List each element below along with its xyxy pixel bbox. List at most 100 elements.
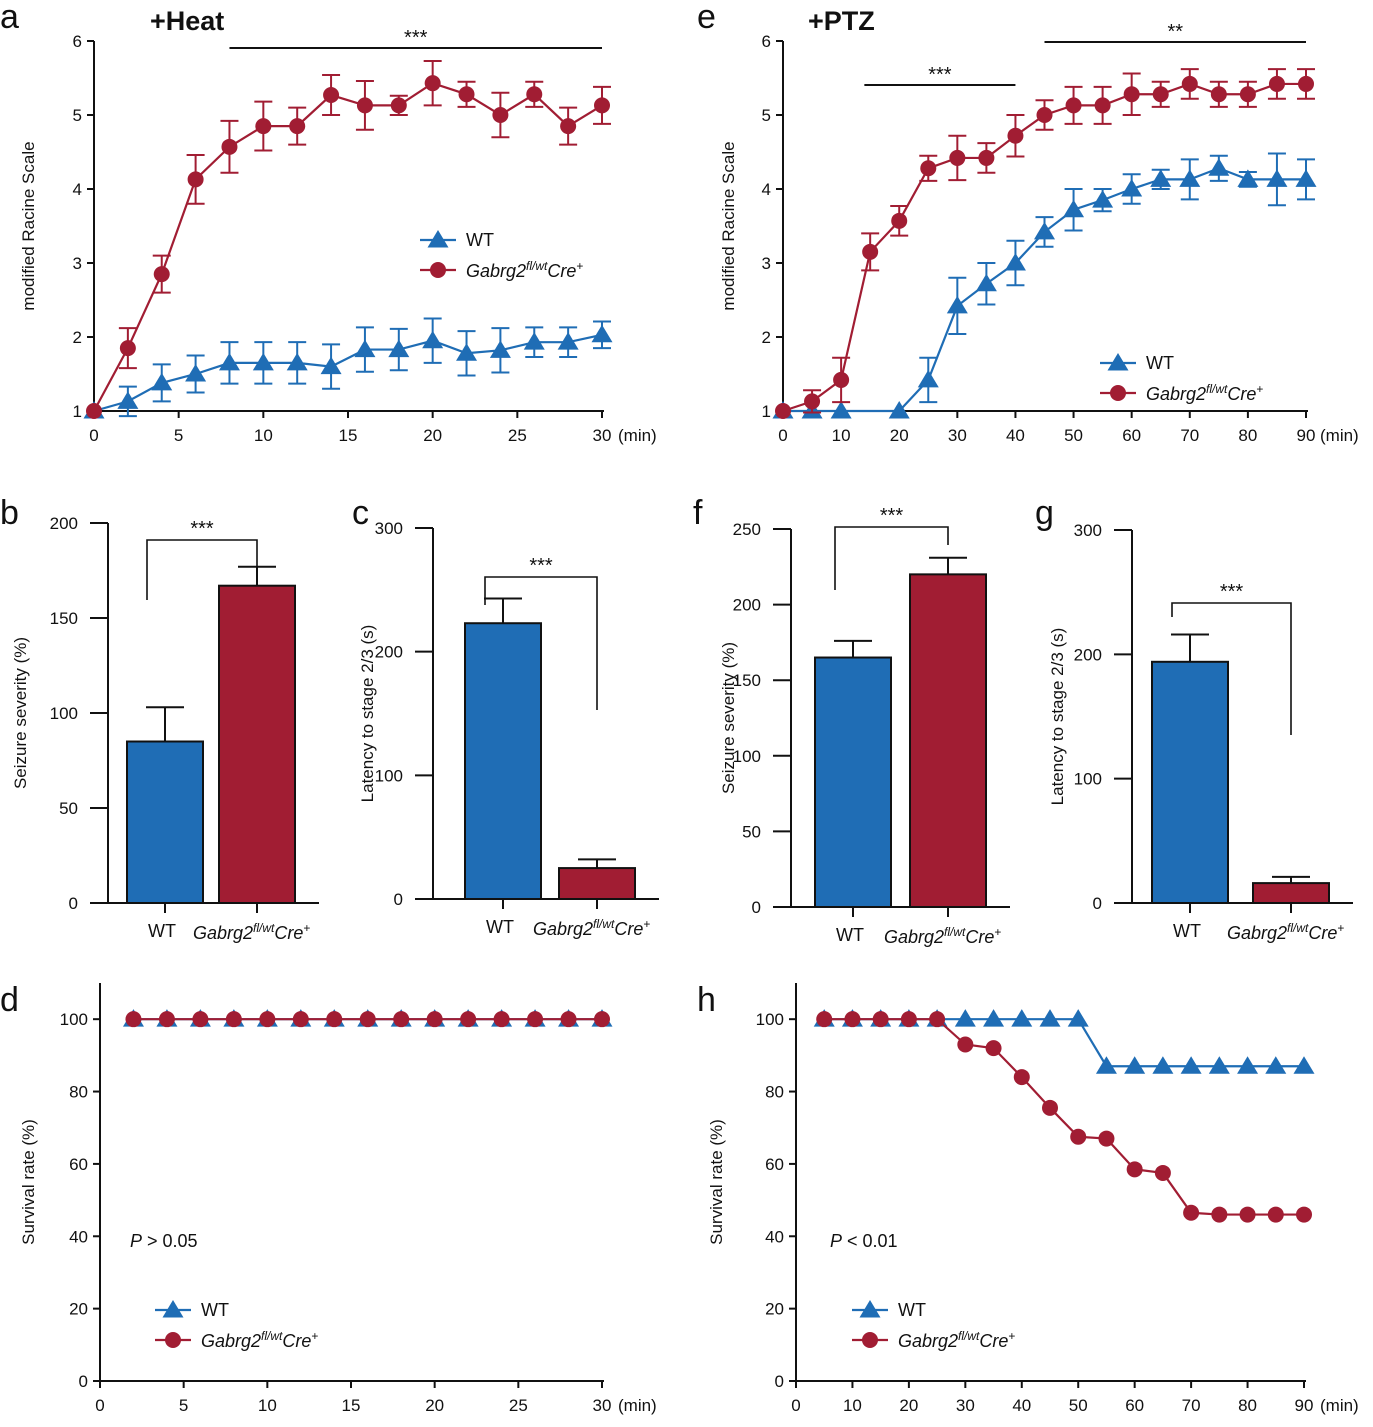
mut-point <box>526 86 543 103</box>
panel-letter: h <box>697 981 716 1019</box>
y-tick-label: 20 <box>765 1300 784 1319</box>
y-tick-label: 80 <box>765 1083 784 1102</box>
mut-point <box>1296 1206 1312 1223</box>
mut-point <box>1123 86 1140 103</box>
wt-point <box>1034 221 1055 240</box>
legend-mut-marker <box>1110 385 1126 401</box>
mut-point <box>424 75 441 92</box>
y-tick-label: 0 <box>69 894 78 913</box>
y-tick-label: 0 <box>775 1372 784 1391</box>
y-tick-label: 100 <box>375 766 403 785</box>
wt-bar <box>1151 660 1229 904</box>
wt-point <box>830 401 852 419</box>
mut-bar <box>1252 882 1330 905</box>
x-tick-label: 90 <box>1295 1396 1314 1415</box>
wt-point <box>218 352 240 371</box>
wt-point <box>286 352 308 371</box>
mut-point <box>891 212 908 229</box>
y-axis-label: modified Racine Scale <box>719 141 738 310</box>
y-tick-label: 200 <box>50 514 78 533</box>
x-tick-label: 15 <box>339 426 358 445</box>
x-tick-label: 5 <box>174 426 183 445</box>
mut-point <box>1070 1128 1087 1145</box>
wt-point <box>1092 190 1114 208</box>
p-symbol: P <box>830 1231 842 1251</box>
genotype-cre: Cre <box>274 923 303 943</box>
y-tick-label: 300 <box>375 519 403 538</box>
mut-point <box>594 1011 610 1028</box>
mut-point <box>949 149 966 166</box>
wt-point <box>1179 169 1201 187</box>
legend-wt-label: WT <box>1146 353 1174 373</box>
mut-point <box>1042 1099 1058 1116</box>
mut-point <box>259 1011 276 1028</box>
mut-point <box>119 340 136 357</box>
legend-mut-marker <box>430 262 446 278</box>
genotype-sup: fl/wt <box>944 925 966 939</box>
wt-point <box>1152 1056 1174 1074</box>
x-tick-label: 10 <box>258 1396 277 1415</box>
panel-letter: c <box>352 494 369 532</box>
genotype-name: Gabrg2 <box>1146 384 1206 404</box>
mut-point <box>844 1011 861 1028</box>
x-tick-label-wt: WT <box>148 921 176 941</box>
wt-point <box>1063 199 1085 218</box>
y-tick-label: 100 <box>1074 770 1102 789</box>
mut-point <box>1211 1206 1228 1223</box>
significance-label: *** <box>1220 581 1244 603</box>
genotype-sup: fl/wt <box>526 259 548 273</box>
y-tick-label: 80 <box>69 1083 88 1102</box>
mut-point <box>594 97 610 114</box>
wt-point <box>917 369 939 388</box>
wt-point <box>946 295 968 314</box>
y-tick-label: 5 <box>762 106 771 125</box>
wt-point <box>983 1009 1005 1027</box>
mut-bar <box>218 584 296 904</box>
wt-point <box>954 1009 976 1027</box>
panel-letter: b <box>0 494 19 532</box>
genotype-plus: + <box>1256 382 1263 396</box>
wt-point <box>1208 1056 1230 1074</box>
genotype-plus: + <box>1008 1329 1015 1343</box>
mut-point <box>872 1011 889 1028</box>
x-tick-label: 25 <box>509 1396 528 1415</box>
y-tick-label: 20 <box>69 1300 88 1319</box>
wt-point <box>1067 1009 1089 1027</box>
legend-mut-marker <box>862 1332 878 1348</box>
mut-point <box>492 107 509 123</box>
legend-wt-label: WT <box>201 1300 229 1320</box>
genotype-plus: + <box>994 925 1001 939</box>
y-axis-label: modified Racine Scale <box>19 141 38 310</box>
x-tick-label: 40 <box>1012 1396 1031 1415</box>
mut-point <box>527 1011 544 1028</box>
genotype-sup: fl/wt <box>253 921 275 935</box>
mut-point <box>920 160 937 177</box>
wt-point <box>1180 1056 1202 1074</box>
wt-point <box>975 273 997 292</box>
genotype-label: Gabrg2fl/wtCre+ <box>201 1329 318 1351</box>
x-tick-label: 60 <box>1122 426 1141 445</box>
genotype-cre: Cre <box>614 919 643 939</box>
x-tick-label: 60 <box>1125 1396 1144 1415</box>
mut-point <box>1126 1161 1143 1178</box>
y-tick-label: 0 <box>1093 894 1102 913</box>
genotype-sup: fl/wt <box>1287 921 1309 935</box>
wt-point <box>422 330 444 349</box>
mut-point <box>1013 1069 1030 1086</box>
significance-bracket <box>834 526 949 590</box>
genotype-plus: + <box>303 921 310 935</box>
mut-point <box>1036 107 1053 123</box>
y-tick-label: 3 <box>73 254 82 273</box>
p-value: > 0.05 <box>142 1231 198 1251</box>
x-tick-label: 70 <box>1182 1396 1201 1415</box>
x-tick-label: 10 <box>843 1396 862 1415</box>
panel-f: f 0 50 100 150 200 250 Seizure severity (%) WT Ga… <box>693 494 1010 947</box>
genotype-label: Gabrg2fl/wtCre+ <box>898 1329 1015 1351</box>
x-tick-label: 70 <box>1180 426 1199 445</box>
genotype-label: Gabrg2fl/wtCre+ <box>1227 921 1344 943</box>
y-tick-label: 60 <box>765 1155 784 1174</box>
mut-point <box>192 1011 209 1028</box>
mut-point <box>804 393 821 410</box>
genotype-name: Gabrg2 <box>466 261 526 281</box>
mut-series-line <box>824 1018 1304 1216</box>
